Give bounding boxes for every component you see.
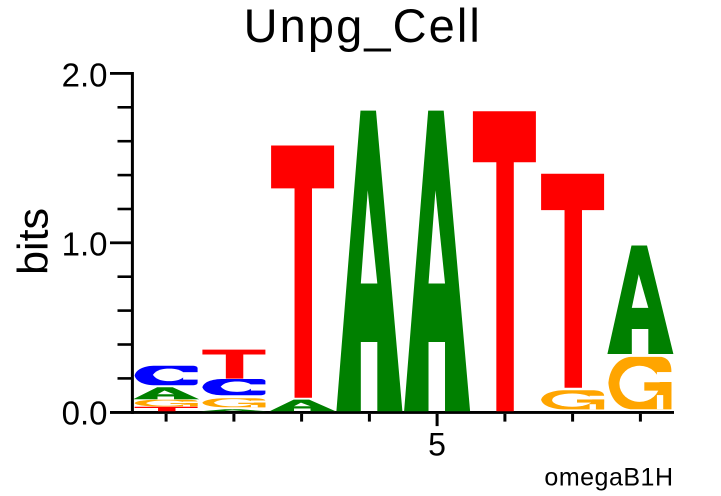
svg-text:omegaB1H: omegaB1H (544, 464, 673, 492)
svg-text:0.0: 0.0 (62, 395, 108, 432)
svg-text:bits: bits (10, 208, 58, 275)
svg-text:Unpg_Cell: Unpg_Cell (244, 0, 482, 52)
svg-text:5: 5 (428, 427, 446, 463)
svg-text:2.0: 2.0 (62, 57, 108, 94)
svg-text:1.0: 1.0 (62, 226, 108, 263)
